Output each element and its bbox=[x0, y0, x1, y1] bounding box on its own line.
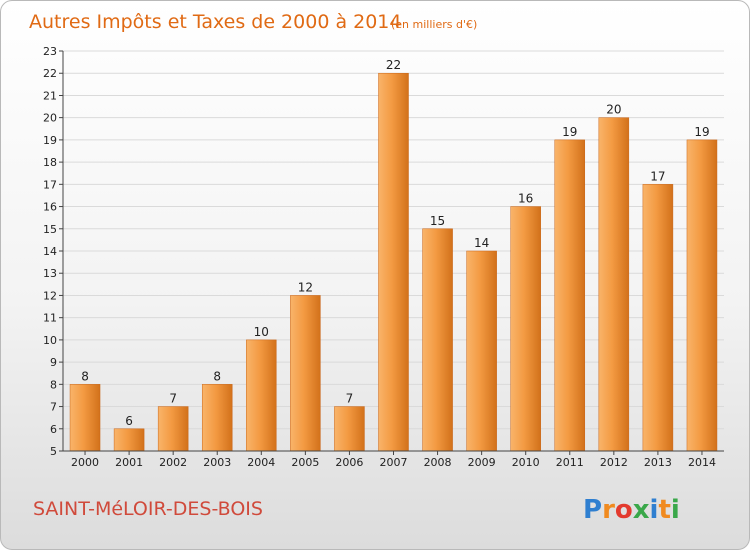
y-tick-label: 19 bbox=[43, 134, 57, 147]
y-axis: 5 6 7 8 9 10 11 12 13 14 15 16 17 18 19 20 21 22 23 bbox=[43, 45, 64, 458]
x-tick-label: 2012 bbox=[600, 456, 628, 469]
chart-title: Autres Impôts et Taxes de 2000 à 2014 bbox=[29, 11, 402, 33]
x-tick-label: 2014 bbox=[688, 456, 716, 469]
bar bbox=[334, 406, 365, 452]
y-tick-label: 13 bbox=[43, 267, 57, 280]
y-tick-label: 10 bbox=[43, 334, 57, 347]
bar-value-label: 7 bbox=[169, 392, 177, 406]
bar-value-label: 19 bbox=[562, 125, 577, 139]
y-tick-label: 8 bbox=[50, 378, 57, 391]
bar bbox=[554, 139, 586, 452]
y-tick-label: 6 bbox=[50, 423, 57, 436]
bar bbox=[246, 339, 277, 452]
y-tick-label: 5 bbox=[50, 445, 57, 458]
bar-value-label: 10 bbox=[254, 325, 269, 339]
logo-letter: i bbox=[650, 495, 659, 525]
bar-value-label: 12 bbox=[298, 280, 313, 294]
y-tick-label: 22 bbox=[43, 67, 57, 80]
bar bbox=[157, 406, 189, 452]
bar bbox=[290, 295, 321, 452]
y-tick-label: 21 bbox=[43, 89, 57, 102]
logo-letter: t bbox=[658, 495, 670, 525]
logo-letter: i bbox=[671, 495, 680, 525]
y-tick-label: 12 bbox=[43, 289, 57, 302]
bar bbox=[642, 184, 674, 452]
y-tick-label: 18 bbox=[43, 156, 57, 169]
bar-value-label: 19 bbox=[694, 125, 709, 139]
bar-value-label: 14 bbox=[474, 236, 489, 250]
y-tick-label: 20 bbox=[43, 112, 57, 125]
chart-subtitle: (en milliers d'€) bbox=[391, 18, 477, 31]
x-tick-label: 2000 bbox=[71, 456, 99, 469]
proxiti-logo: Proxiti bbox=[583, 495, 680, 525]
x-tick-label: 2007 bbox=[380, 456, 408, 469]
y-tick-label: 17 bbox=[43, 178, 57, 191]
x-tick-label: 2010 bbox=[512, 456, 540, 469]
bar bbox=[510, 206, 541, 452]
x-tick-label: 2009 bbox=[468, 456, 496, 469]
x-axis: 2000 2001 2002 2003 2004 2005 2006 2007 2008 2009… bbox=[63, 450, 724, 469]
bar-value-label: 8 bbox=[213, 369, 221, 383]
bar bbox=[378, 72, 409, 452]
bars: 8 6 7 8 10 12 7 22 15 14 16 19 20 17 19 bbox=[69, 58, 718, 452]
bar-value-label: 20 bbox=[606, 103, 621, 117]
commune-name: SAINT-MéLOIR-DES-BOIS bbox=[33, 498, 263, 520]
y-tick-label: 16 bbox=[43, 201, 57, 214]
x-tick-label: 2011 bbox=[556, 456, 584, 469]
bar-value-label: 16 bbox=[518, 192, 533, 206]
bar bbox=[598, 117, 630, 452]
x-tick-label: 2005 bbox=[291, 456, 319, 469]
bar bbox=[422, 228, 453, 452]
x-tick-label: 2013 bbox=[644, 456, 672, 469]
bar bbox=[69, 384, 101, 452]
x-tick-label: 2008 bbox=[424, 456, 452, 469]
y-tick-label: 14 bbox=[43, 245, 57, 258]
logo-letter: o bbox=[615, 495, 633, 525]
bar bbox=[686, 139, 718, 452]
y-tick-label: 7 bbox=[50, 401, 57, 414]
logo-letter: r bbox=[602, 495, 615, 525]
bar bbox=[201, 384, 233, 452]
x-tick-label: 2004 bbox=[247, 456, 275, 469]
y-tick-label: 15 bbox=[43, 223, 57, 236]
bar-value-label: 8 bbox=[81, 369, 89, 383]
bar-value-label: 6 bbox=[125, 414, 133, 428]
logo-letter: P bbox=[583, 495, 602, 525]
logo-letter: x bbox=[633, 495, 650, 525]
bar-value-label: 7 bbox=[346, 392, 354, 406]
x-tick-label: 2001 bbox=[115, 456, 143, 469]
y-tick-label: 9 bbox=[50, 356, 57, 369]
bar bbox=[466, 250, 497, 452]
y-tick-label: 23 bbox=[43, 45, 57, 58]
bar bbox=[113, 428, 145, 452]
bar-value-label: 15 bbox=[430, 214, 445, 228]
x-tick-label: 2003 bbox=[203, 456, 231, 469]
bar-value-label: 22 bbox=[386, 58, 401, 72]
bar-value-label: 17 bbox=[650, 169, 665, 183]
y-tick-label: 11 bbox=[43, 312, 57, 325]
x-tick-label: 2006 bbox=[335, 456, 363, 469]
x-tick-label: 2002 bbox=[159, 456, 187, 469]
